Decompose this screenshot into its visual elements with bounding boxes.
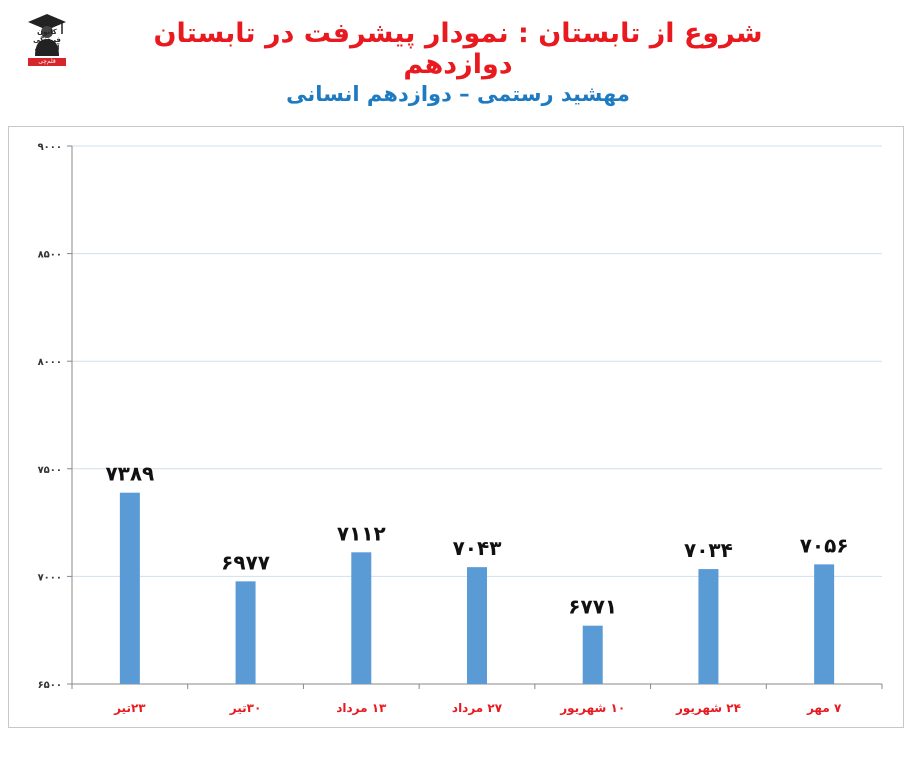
bar	[582, 625, 603, 684]
x-tick-label: ۳۰تیر	[229, 701, 262, 715]
page-subtitle: مهشید رستمی – دوازدهم انسانی	[286, 82, 630, 106]
bar	[235, 581, 256, 684]
data-label: ۷۰۵۶	[800, 533, 849, 557]
data-label: ۷۱۱۲	[337, 521, 386, 545]
bar	[351, 552, 372, 684]
x-tick-label: ۲۷ مرداد	[452, 701, 503, 715]
page-title: شروع از تابستان : نمودار پیشرفت در تابست…	[153, 18, 763, 80]
chart-frame	[8, 126, 904, 728]
bar	[119, 492, 140, 684]
y-tick-label: ۷۵۰۰	[38, 465, 62, 476]
bar	[814, 564, 835, 684]
data-label: ۶۷۷۱	[568, 595, 617, 619]
y-tick-label: ۹۰۰۰	[38, 142, 62, 153]
x-tick-label: ۷ مهر	[806, 701, 842, 715]
x-tick-label: ۱۳ مرداد	[336, 701, 387, 715]
data-label: ۷۰۳۴	[684, 538, 733, 562]
graduate-icon	[26, 12, 68, 66]
bar	[698, 569, 719, 684]
x-tick-label: ۲۳تیر	[113, 701, 146, 715]
data-label: ۷۰۴۳	[453, 536, 502, 560]
logo-caption: کانون فرهنگی آموزش	[33, 28, 61, 52]
logo-tag: قلم‌چی	[28, 58, 66, 66]
data-label: ۶۹۷۷	[221, 550, 270, 574]
x-tick-label: ۲۴ شهریور	[675, 701, 741, 716]
y-tick-label: ۸۵۰۰	[38, 250, 62, 261]
data-label: ۷۳۸۹	[105, 462, 154, 486]
bar	[467, 567, 487, 684]
x-tick-label: ۱۰ شهریور	[559, 701, 625, 716]
y-tick-label: ۷۰۰۰	[38, 572, 62, 583]
y-tick-label: ۶۵۰۰	[38, 680, 62, 691]
y-tick-label: ۸۰۰۰	[38, 357, 62, 368]
